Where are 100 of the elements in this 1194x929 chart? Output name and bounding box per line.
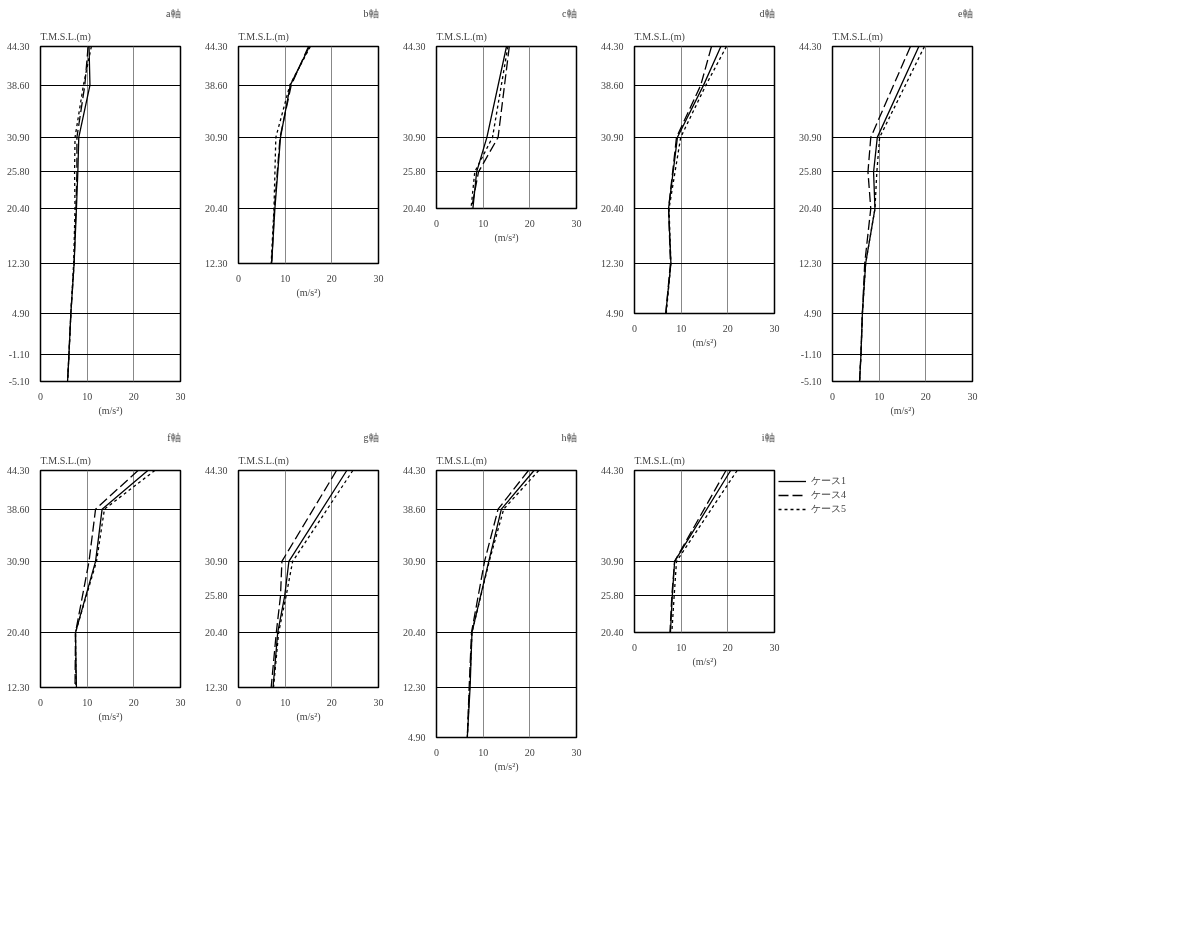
y-axis-title: T.M.S.L.(m): [238, 30, 289, 43]
y-tick-label: 20.40: [403, 626, 426, 638]
x-tick-label: 20: [128, 696, 139, 708]
x-axis-title: (m/s²): [98, 710, 123, 723]
y-tick-label: 20.40: [7, 627, 30, 639]
y-tick-label: 44.30: [601, 41, 624, 52]
x-tick-label: 30: [571, 746, 582, 758]
y-axis-title: T.M.S.L.(m): [634, 454, 685, 467]
legend-label: ケース1: [811, 474, 846, 488]
y-tick-label: 12.30: [205, 258, 228, 269]
y-axis-title: T.M.S.L.(m): [40, 30, 91, 43]
x-tick-label: 30: [571, 217, 582, 229]
y-tick-label: 44.30: [205, 41, 228, 52]
x-tick-label: 30: [175, 696, 186, 708]
y-tick-label: 44.30: [403, 41, 426, 52]
y-tick-label: 38.60: [601, 79, 624, 91]
x-tick-label: 20: [920, 390, 931, 402]
y-axis-title: T.M.S.L.(m): [238, 454, 289, 467]
y-tick-label: 30.90: [403, 555, 426, 567]
x-tick-label: 20: [722, 641, 733, 653]
y-tick-label: -5.10: [8, 376, 30, 387]
y-tick-label: 44.30: [601, 465, 624, 476]
x-tick-label: 0: [236, 696, 241, 708]
y-tick-label: 20.40: [205, 203, 228, 215]
y-tick-label: 20.40: [7, 203, 30, 215]
chart-title: f軸: [167, 431, 181, 443]
chart-title: b軸: [363, 7, 379, 19]
y-axis-title: T.M.S.L.(m): [40, 454, 91, 467]
x-tick-label: 10: [478, 746, 489, 758]
x-tick-label: 10: [874, 390, 885, 402]
y-axis-title: T.M.S.L.(m): [436, 454, 487, 467]
y-tick-label: 12.30: [601, 257, 624, 269]
x-axis-title: (m/s²): [890, 404, 915, 417]
y-tick-label: -5.10: [800, 376, 822, 387]
x-axis-title: (m/s²): [296, 710, 321, 723]
y-axis-title: T.M.S.L.(m): [634, 30, 685, 43]
x-axis-title: (m/s²): [494, 760, 519, 773]
y-tick-label: 30.90: [7, 555, 30, 567]
x-tick-label: 20: [128, 390, 139, 402]
x-tick-label: 10: [82, 390, 93, 402]
y-tick-label: 12.30: [205, 682, 228, 693]
x-tick-label: 30: [967, 390, 978, 402]
x-axis-title: (m/s²): [98, 404, 123, 417]
y-tick-label: 44.30: [799, 41, 822, 52]
y-tick-label: -1.10: [8, 348, 30, 360]
y-tick-label: -1.10: [800, 348, 822, 360]
x-tick-label: 10: [82, 696, 93, 708]
y-tick-label: 4.90: [804, 308, 822, 320]
y-tick-label: 12.30: [7, 682, 30, 693]
y-axis-title: T.M.S.L.(m): [832, 30, 883, 43]
y-tick-label: 30.90: [205, 131, 228, 143]
x-axis-title: (m/s²): [494, 231, 519, 244]
y-tick-label: 20.40: [205, 627, 228, 639]
x-tick-label: 20: [524, 217, 535, 229]
y-tick-label: 4.90: [606, 308, 624, 319]
y-tick-label: 20.40: [601, 202, 624, 214]
y-tick-label: 4.90: [408, 732, 426, 743]
x-tick-label: 30: [373, 696, 384, 708]
x-tick-label: 10: [478, 217, 489, 229]
y-tick-label: 38.60: [7, 503, 30, 515]
x-tick-label: 30: [769, 322, 780, 334]
y-tick-label: 20.40: [403, 203, 426, 214]
y-tick-label: 12.30: [403, 681, 426, 693]
y-tick-label: 25.80: [799, 166, 822, 178]
x-tick-label: 0: [434, 217, 439, 229]
legend-label: ケース4: [811, 488, 846, 502]
y-tick-label: 30.90: [403, 131, 426, 143]
y-tick-label: 25.80: [205, 590, 228, 602]
chart-title: h軸: [561, 431, 577, 443]
chart-title: g軸: [363, 431, 379, 443]
y-tick-label: 38.60: [7, 79, 30, 91]
x-tick-label: 10: [280, 696, 291, 708]
y-tick-label: 25.80: [7, 166, 30, 178]
y-tick-label: 12.30: [7, 258, 30, 269]
x-tick-label: 30: [175, 390, 186, 402]
x-tick-label: 0: [236, 272, 241, 284]
x-tick-label: 0: [632, 641, 637, 653]
chart-title: i軸: [761, 431, 775, 443]
chart-title: d軸: [759, 7, 775, 19]
x-tick-label: 30: [769, 641, 780, 653]
x-tick-label: 0: [434, 746, 439, 758]
x-tick-label: 0: [632, 322, 637, 334]
y-tick-label: 30.90: [7, 131, 30, 143]
x-tick-label: 30: [373, 272, 384, 284]
y-tick-label: 25.80: [601, 590, 624, 602]
y-axis-title: T.M.S.L.(m): [436, 30, 487, 43]
legend-label: ケース5: [811, 502, 846, 516]
chart-title: c軸: [562, 7, 577, 19]
chart-title: e軸: [958, 7, 973, 19]
y-tick-label: 30.90: [601, 555, 624, 567]
x-tick-label: 0: [38, 696, 43, 708]
y-tick-label: 20.40: [799, 203, 822, 215]
x-axis-title: (m/s²): [692, 655, 717, 668]
x-tick-label: 10: [280, 272, 291, 284]
x-axis-title: (m/s²): [296, 286, 321, 299]
y-tick-label: 44.30: [403, 465, 426, 476]
x-tick-label: 10: [676, 322, 687, 334]
x-tick-label: 10: [676, 641, 687, 653]
y-tick-label: 44.30: [205, 465, 228, 476]
y-tick-label: 38.60: [205, 79, 228, 91]
